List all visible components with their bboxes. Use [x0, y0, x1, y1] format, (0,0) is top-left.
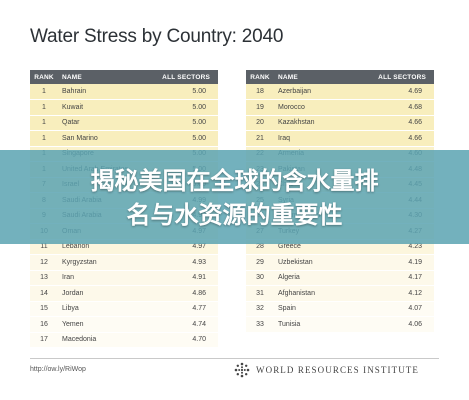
score-cell: 4.91 [146, 270, 218, 286]
score-cell: 5.00 [146, 115, 218, 131]
country-name-cell: Tunisia [274, 316, 347, 333]
country-name-cell: San Marino [58, 130, 147, 147]
rank-cell: 33 [246, 316, 274, 333]
table-row: 1 Qatar 5.00 [30, 115, 218, 131]
country-name-cell: Iraq [274, 130, 347, 147]
score-cell: 4.66 [346, 115, 434, 131]
rank-cell: 29 [246, 254, 274, 271]
country-name-cell: Kazakhstan [274, 115, 347, 131]
rank-cell: 1 [30, 99, 58, 116]
rank-cell: 14 [30, 285, 58, 302]
country-name-cell: Yemen [58, 316, 147, 333]
name-column-header: NAME [274, 70, 347, 84]
table-header-row: RANK NAME ALL SECTORS [246, 70, 434, 84]
rank-cell: 21 [246, 130, 274, 147]
country-name-cell: Libya [58, 301, 147, 317]
score-column-header: ALL SECTORS [146, 70, 218, 84]
table-row: 30 Algeria 4.17 [246, 270, 434, 286]
country-name-cell: Kuwait [58, 99, 147, 116]
country-name-cell: Uzbekistan [274, 254, 347, 271]
rank-cell: 13 [30, 270, 58, 286]
wri-name: WORLD RESOURCES INSTITUTE [256, 365, 419, 375]
name-column-header: NAME [58, 70, 147, 84]
score-cell: 4.86 [146, 285, 218, 302]
country-name-cell: Kyrgyzstan [58, 254, 147, 271]
country-name-cell: Afghanistan [274, 285, 347, 302]
table-row: 13 Iran 4.91 [30, 270, 218, 286]
table-row: 32 Spain 4.07 [246, 301, 434, 317]
rank-cell: 1 [30, 130, 58, 147]
rank-cell: 30 [246, 270, 274, 286]
score-cell: 4.70 [146, 332, 218, 348]
rank-cell: 1 [30, 84, 58, 100]
score-cell: 4.69 [346, 84, 434, 100]
table-row: 21 Iraq 4.66 [246, 130, 434, 147]
table-row: 19 Morocco 4.68 [246, 99, 434, 116]
table-row: 12 Kyrgyzstan 4.93 [30, 254, 218, 271]
rank-cell: 15 [30, 301, 58, 317]
table-header-row: RANK NAME ALL SECTORS [30, 70, 218, 84]
country-name-cell: Jordan [58, 285, 147, 302]
table-row: 14 Jordan 4.86 [30, 285, 218, 302]
footer-divider [30, 358, 439, 359]
country-name-cell: Iran [58, 270, 147, 286]
rank-cell: 1 [30, 115, 58, 131]
rank-cell: 16 [30, 316, 58, 333]
score-cell: 4.12 [346, 285, 434, 302]
score-cell: 4.19 [346, 254, 434, 271]
table-row: 1 San Marino 5.00 [30, 130, 218, 147]
score-cell: 4.68 [346, 99, 434, 116]
table-row: 31 Afghanistan 4.12 [246, 285, 434, 302]
table-row: 20 Kazakhstan 4.66 [246, 115, 434, 131]
country-name-cell: Bahrain [58, 84, 147, 100]
score-cell: 4.07 [346, 301, 434, 317]
country-name-cell: Azerbaijan [274, 84, 347, 100]
table-row: 29 Uzbekistan 4.19 [246, 254, 434, 271]
table-row: 18 Azerbaijan 4.69 [246, 84, 434, 100]
headline-text: 揭秘美国在全球的含水量排 名与水资源的重要性 [0, 164, 469, 232]
wri-logo-icon [234, 362, 250, 378]
score-cell: 4.93 [146, 254, 218, 271]
rank-column-header: RANK [246, 70, 274, 84]
source-link[interactable]: http://ow.ly/RiWop [30, 366, 86, 373]
headline-line-2: 名与水资源的重要性 [126, 201, 343, 229]
table-row: 15 Libya 4.77 [30, 301, 218, 317]
country-name-cell: Spain [274, 301, 347, 317]
table-row: 33 Tunisia 4.06 [246, 316, 434, 333]
rank-cell: 32 [246, 301, 274, 317]
score-cell: 4.77 [146, 301, 218, 317]
table-row: 1 Kuwait 5.00 [30, 99, 218, 116]
rank-cell: 31 [246, 285, 274, 302]
score-cell: 4.06 [346, 316, 434, 333]
score-cell: 4.17 [346, 270, 434, 286]
country-name-cell: Morocco [274, 99, 347, 116]
wri-brand: WORLD RESOURCES INSTITUTE [234, 362, 419, 378]
table-row: 1 Bahrain 5.00 [30, 84, 218, 100]
country-name-cell: Algeria [274, 270, 347, 286]
country-name-cell: Macedonia [58, 332, 147, 348]
headline-line-1: 揭秘美国在全球的含水量排 [90, 167, 379, 195]
chart-title: Water Stress by Country: 2040 [30, 26, 284, 47]
rank-cell: 19 [246, 99, 274, 116]
rank-cell: 17 [30, 332, 58, 348]
country-name-cell: Qatar [58, 115, 147, 131]
rank-cell: 12 [30, 254, 58, 271]
score-cell: 5.00 [146, 84, 218, 100]
score-cell: 4.66 [346, 130, 434, 147]
score-cell: 5.00 [146, 130, 218, 147]
rank-cell: 20 [246, 115, 274, 131]
table-row: 17 Macedonia 4.70 [30, 332, 218, 348]
rank-cell: 18 [246, 84, 274, 100]
table-row: 16 Yemen 4.74 [30, 316, 218, 333]
score-column-header: ALL SECTORS [346, 70, 434, 84]
score-cell: 4.74 [146, 316, 218, 333]
score-cell: 5.00 [146, 99, 218, 116]
headline-banner [0, 150, 469, 244]
rank-column-header: RANK [30, 70, 58, 84]
